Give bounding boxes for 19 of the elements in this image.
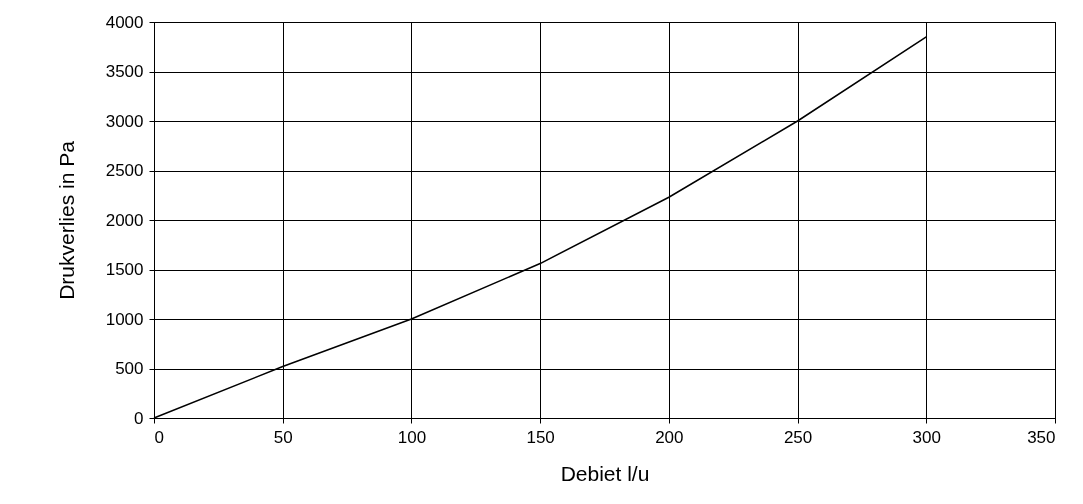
x-tick-label: 200 — [655, 427, 684, 447]
x-tick-label: 350 — [1027, 427, 1056, 447]
x-tick-label: 150 — [526, 427, 555, 447]
y-tick-label: 1500 — [105, 260, 144, 279]
x-tick-label: 300 — [912, 427, 941, 447]
x-tick-label: 0 — [154, 427, 164, 447]
y-axis-title: Drukverlies in Pa — [54, 140, 78, 300]
x-tick-label: 50 — [273, 427, 293, 447]
y-tick-label: 0 — [134, 408, 144, 428]
x-tick-label: 100 — [397, 427, 427, 447]
y-tick-label: 4000 — [105, 12, 144, 32]
y-tick-label: 1000 — [105, 309, 144, 329]
y-tick-label: 2000 — [105, 210, 144, 230]
y-tick-label: 500 — [115, 359, 144, 378]
y-tick-label: 3000 — [105, 111, 144, 131]
x-tick-label: 250 — [783, 427, 813, 447]
x-axis-title: Debiet l/u — [560, 461, 650, 485]
y-tick-label: 2500 — [105, 161, 144, 180]
y-tick-label: 3500 — [105, 62, 144, 81]
